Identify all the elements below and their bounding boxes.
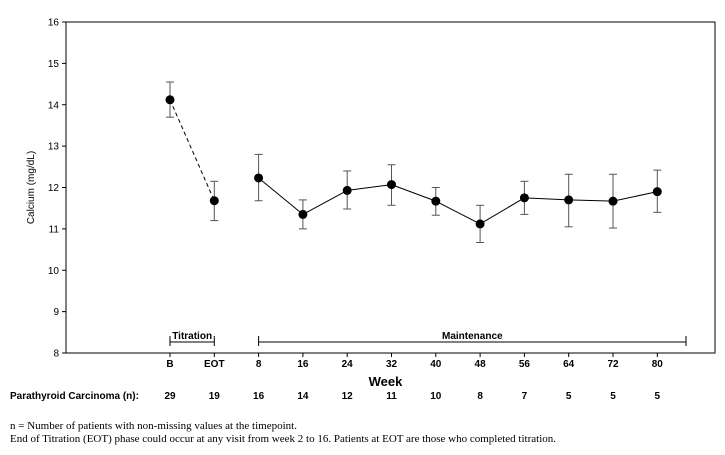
x-tick-label: 32 xyxy=(386,359,398,370)
data-point xyxy=(209,196,219,206)
phase-label: Maintenance xyxy=(442,331,503,342)
n-row-value: 16 xyxy=(253,391,265,402)
n-row-value: 29 xyxy=(164,391,176,402)
series-dashed-segment xyxy=(169,99,215,201)
x-tick-label: 56 xyxy=(519,359,531,370)
data-point xyxy=(652,187,662,197)
data-point xyxy=(608,196,618,206)
x-tick-label: 80 xyxy=(652,359,664,370)
x-tick-label: B xyxy=(166,359,173,370)
n-row-value: 8 xyxy=(477,391,483,402)
y-axis-ticks: 8 9 10 11 12 13 14 15 16 xyxy=(48,18,66,360)
x-tick-label: 16 xyxy=(297,359,309,370)
series-line-segment xyxy=(524,197,569,201)
n-row-value: 10 xyxy=(430,391,442,402)
y-tick-label: 8 xyxy=(53,349,59,360)
series-calcium xyxy=(165,81,662,244)
n-row-value: 19 xyxy=(209,391,221,402)
x-tick-label: 48 xyxy=(475,359,487,370)
series-line-segment xyxy=(568,199,614,202)
y-tick-label: 15 xyxy=(48,59,60,70)
y-tick-label: 14 xyxy=(48,100,60,111)
series-line-segment xyxy=(347,184,392,191)
phase-label: Titration xyxy=(172,331,212,342)
footnote-n: n = Number of patients with non-missing … xyxy=(10,420,297,432)
series-line-segment xyxy=(391,184,436,202)
n-row-value: 11 xyxy=(386,391,397,402)
y-tick-label: 16 xyxy=(48,18,60,29)
n-row-value: 5 xyxy=(566,391,572,402)
y-tick-label: 12 xyxy=(48,183,60,194)
x-axis-ticks: B EOT 8 16 24 32 40 48 56 64 72 80 xyxy=(166,353,663,370)
y-tick-label: 9 xyxy=(53,307,59,318)
n-row: Parathyroid Carcinoma (n): 29 19 16 14 12 11 10… xyxy=(10,391,661,402)
y-tick-label: 13 xyxy=(48,142,60,153)
x-tick-label: 64 xyxy=(563,359,575,370)
data-point xyxy=(342,185,352,195)
data-point xyxy=(475,219,485,229)
series-line-segment xyxy=(258,177,304,215)
data-point xyxy=(564,195,574,205)
x-tick-label: 8 xyxy=(256,359,262,370)
n-row-label: Parathyroid Carcinoma (n): xyxy=(10,391,139,402)
y-tick-label: 10 xyxy=(48,266,60,277)
series-line-segment xyxy=(612,191,658,202)
n-row-value: 12 xyxy=(342,391,354,402)
y-tick-label: 11 xyxy=(49,224,60,235)
data-point xyxy=(387,180,396,190)
data-point xyxy=(519,193,529,203)
n-row-value: 14 xyxy=(297,391,309,402)
x-tick-label: 40 xyxy=(430,359,442,370)
data-point xyxy=(298,209,308,219)
data-point xyxy=(165,95,175,105)
series-line-segment xyxy=(302,189,348,215)
data-point xyxy=(431,196,441,206)
n-row-value: 5 xyxy=(655,391,661,402)
footnote-eot: End of Titration (EOT) phase could occur… xyxy=(10,433,557,445)
x-axis-title: Week xyxy=(369,374,403,389)
x-tick-label: 24 xyxy=(342,359,354,370)
phase-brackets: Titration Maintenance xyxy=(169,331,687,346)
y-axis-title: Calcium (mg/dL) xyxy=(26,151,37,224)
n-row-value: 5 xyxy=(610,391,616,402)
x-tick-label: 72 xyxy=(607,359,619,370)
x-tick-label: EOT xyxy=(204,359,225,370)
data-point xyxy=(254,173,264,183)
series-line-segment xyxy=(435,200,481,225)
series-line-segment xyxy=(479,197,525,225)
n-row-value: 7 xyxy=(522,391,528,402)
